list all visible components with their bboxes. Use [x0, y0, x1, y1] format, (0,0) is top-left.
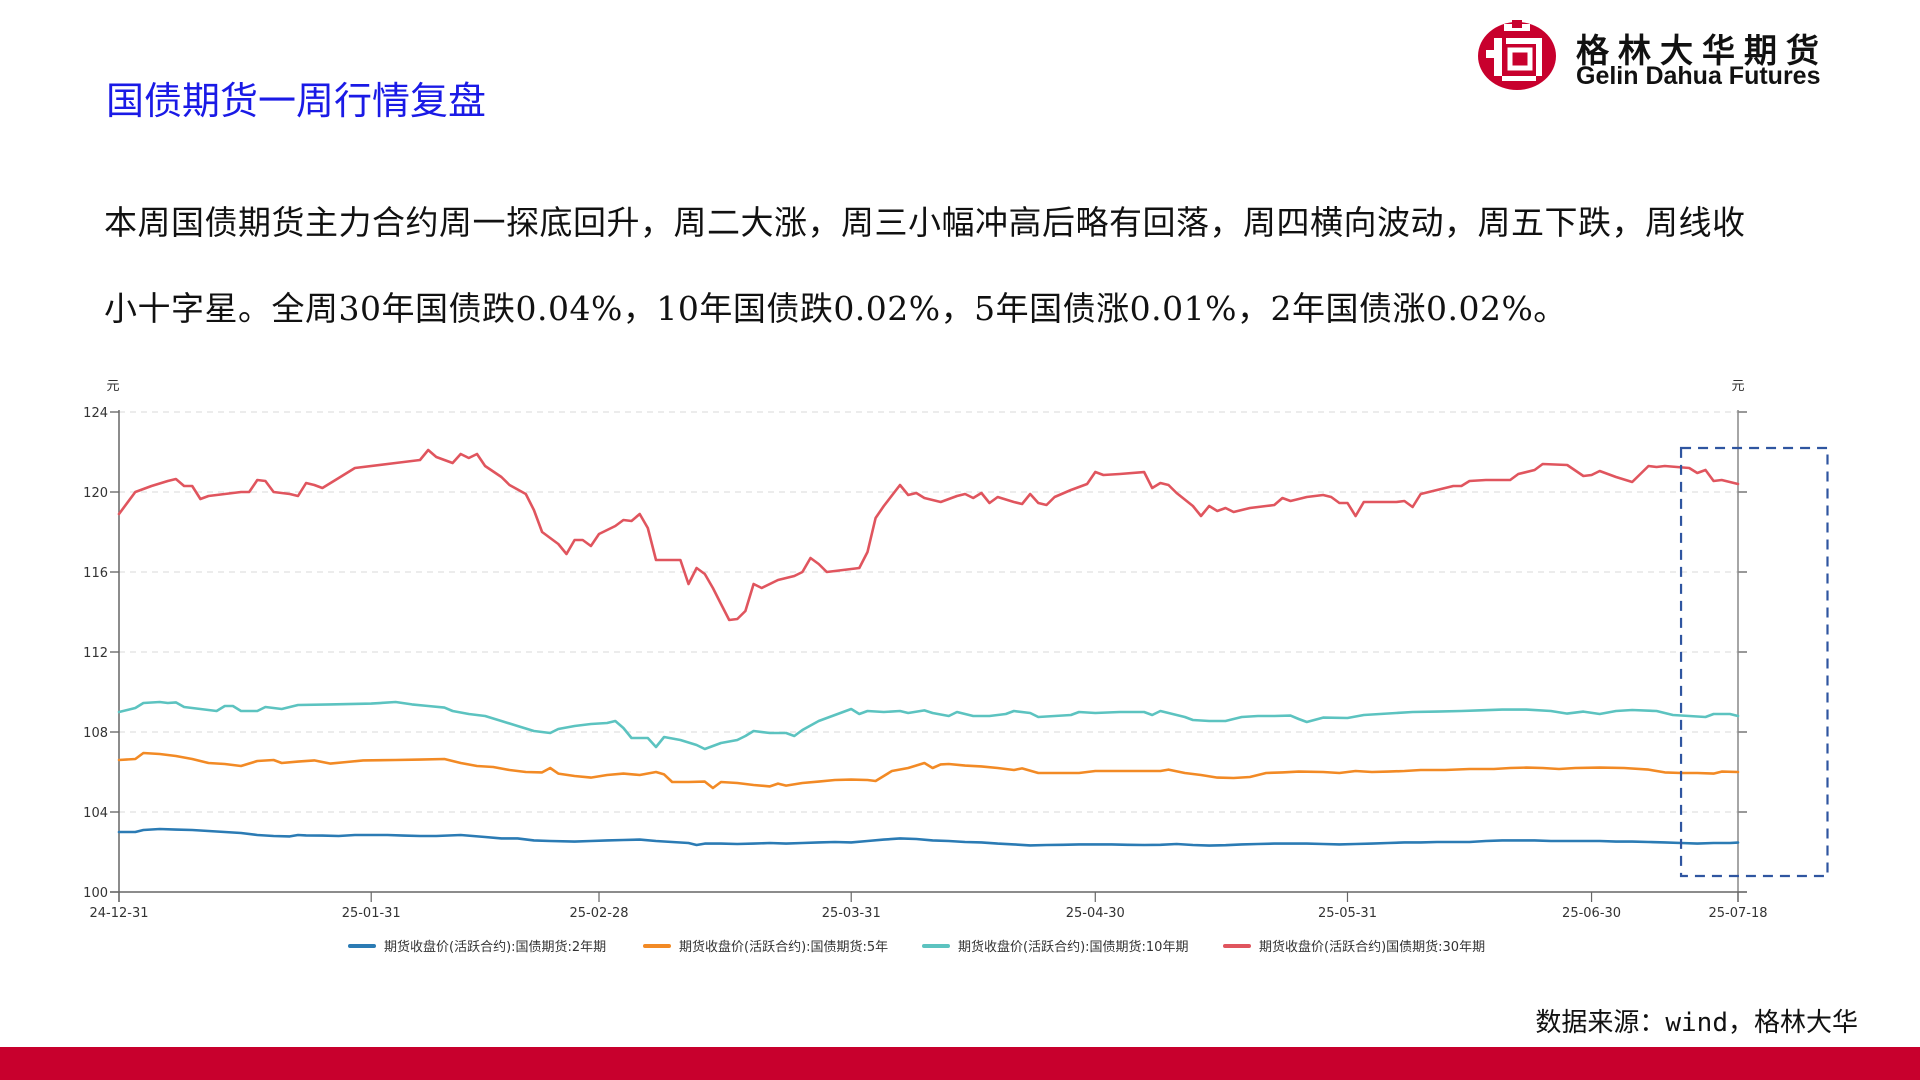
x-tick-label: 25-01-31 [342, 906, 401, 921]
legend-swatch-icon [1223, 943, 1251, 948]
x-tick-label: 25-07-18 [1708, 906, 1767, 921]
logo-english-name: Gelin Dahua Futures [1576, 62, 1821, 90]
y-tick-label: 120 [83, 486, 108, 501]
legend-label: 期货收盘价(活跃合约):国债期货:10年期 [958, 940, 1189, 955]
summary-line-2: 小十字星。全周30年国债跌0.04%，10年国债跌0.02%，5年国债涨0.01… [104, 289, 1567, 328]
line-chart-canvas: 100 104 108 112 116 120 124 元 元 24-12-31 25-01-31 2… [83, 379, 1829, 921]
legend-label: 期货收盘价(活跃合约):国债期货:5年 [679, 940, 889, 955]
highlight-box [1679, 446, 1829, 878]
x-tick-label: 24-12-31 [89, 906, 148, 921]
y-tick-label: 116 [83, 566, 108, 581]
x-tick-label: 25-02-28 [569, 906, 628, 921]
gelin-dahua-logo-icon [1478, 20, 1556, 90]
weekly-summary: 本周国债期货主力合约周一探底回升，周二大涨，周三小幅冲高后略有回落，周四横向波动… [104, 180, 1884, 352]
series-line-1 [117, 751, 1740, 790]
y-tick-label: 124 [83, 406, 108, 421]
y-tick-label: 104 [83, 806, 108, 821]
bond-futures-chart: 100 104 108 112 116 120 124 元 元 24-12-31 25-01-31 2… [0, 360, 1920, 980]
legend-swatch-icon [643, 943, 671, 948]
logo-chinese-name: 格林大华期货 [1576, 31, 1828, 70]
y-axis-unit-right: 元 [1731, 379, 1744, 394]
legend-swatch-icon [348, 943, 376, 948]
footer-brand-bar [0, 1047, 1920, 1080]
chart-legend: 期货收盘价(活跃合约):国债期货:2年期 期货收盘价(活跃合约):国债期货:5年 期… [0, 936, 1920, 956]
legend-label: 期货收盘价(活跃合约)国债期货:30年期 [1259, 940, 1486, 955]
company-logo: 格林大华期货 Gelin Dahua Futures [1476, 20, 1896, 92]
data-source-note: 数据来源：wind，格林大华 [1535, 1008, 1858, 1038]
summary-line-1: 本周国债期货主力合约周一探底回升，周二大涨，周三小幅冲高后略有回落，周四横向波动… [104, 203, 1746, 242]
legend-swatch-icon [922, 943, 950, 948]
legend-item[interactable]: 期货收盘价(活跃合约):国债期货:2年期 [348, 936, 606, 955]
x-tick-label: 25-05-31 [1318, 906, 1377, 921]
series-line-0 [117, 827, 1740, 847]
x-tick-label: 25-06-30 [1562, 906, 1621, 921]
legend-item[interactable]: 期货收盘价(活跃合约):国债期货:5年 [643, 936, 888, 955]
y-tick-label: 112 [83, 646, 108, 661]
legend-item[interactable]: 期货收盘价(活跃合约)国债期货:30年期 [1223, 936, 1485, 955]
y-tick-label: 108 [83, 726, 108, 741]
page-title: 国债期货一周行情复盘 [106, 79, 487, 123]
y-tick-label: 100 [83, 886, 108, 901]
series-line-2 [117, 700, 1740, 751]
series-line-3 [117, 448, 1740, 622]
x-tick-label: 25-04-30 [1066, 906, 1125, 921]
x-tick-label: 25-03-31 [822, 906, 881, 921]
y-axis-unit-left: 元 [106, 379, 119, 394]
legend-item[interactable]: 期货收盘价(活跃合约):国债期货:10年期 [922, 936, 1188, 955]
legend-label: 期货收盘价(活跃合约):国债期货:2年期 [384, 940, 607, 955]
